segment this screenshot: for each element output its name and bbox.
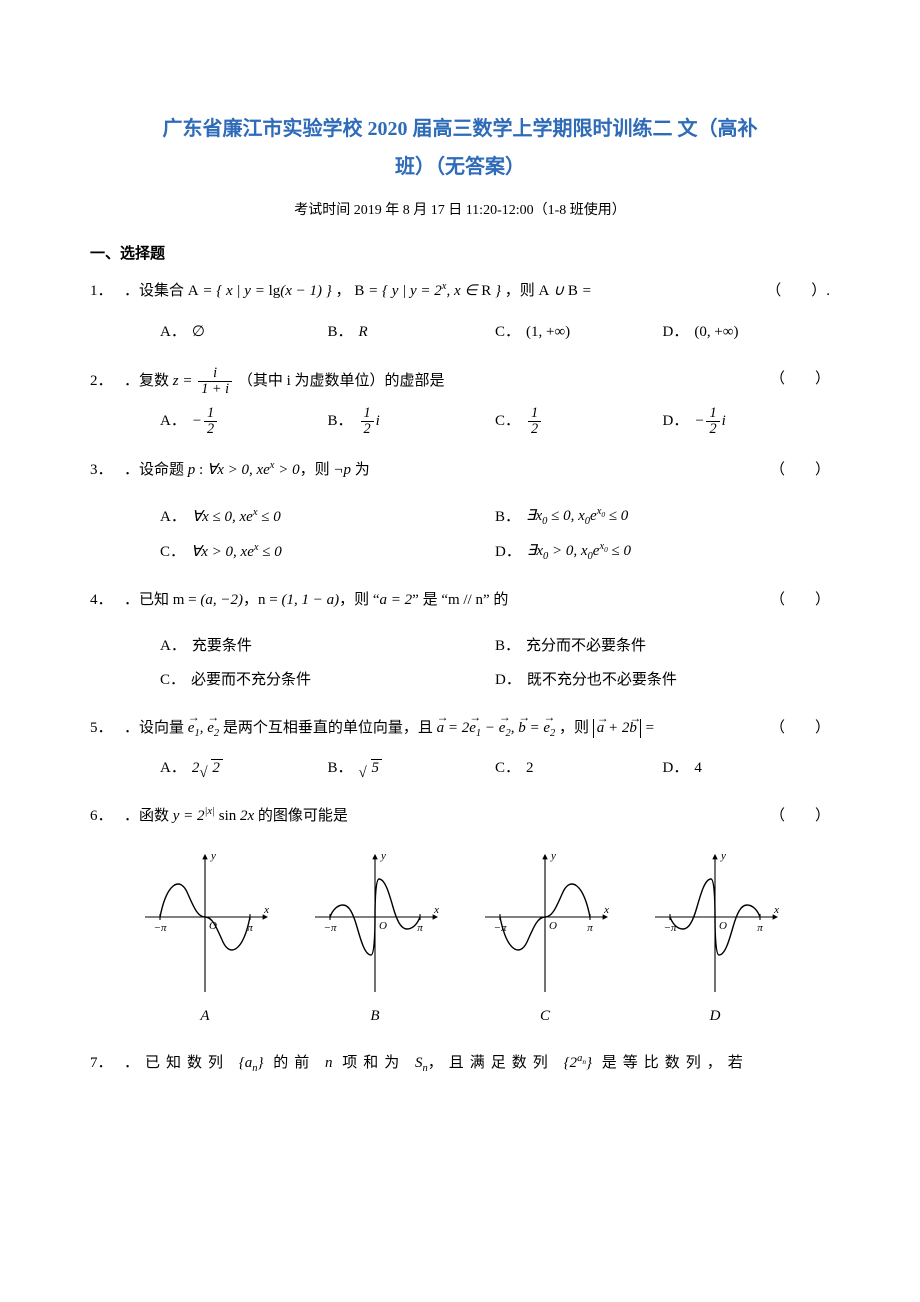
question-text: ．设向量 e1, e2 是两个互相垂直的单位向量，且 a = 2e1 − e2,…	[124, 715, 830, 744]
question-1: 1． ．设集合 A = { x | y = lg(x − 1) } ， B = …	[90, 278, 830, 346]
svg-text:y: y	[720, 850, 726, 862]
option-b: B．12i	[328, 406, 496, 437]
question-text: ．已知数列 {an} 的前 n 项和为 Sn，且满足数列 {2an} 是等比数列…	[124, 1050, 830, 1079]
option-b: B．充分而不必要条件	[495, 633, 830, 661]
question-4: 4． ．已知 m = (a, −2)，n = (1, 1 − a)，则 “a =…	[90, 587, 830, 695]
question-number: 5．	[90, 715, 124, 742]
question-2: 2． ．复数 z = i1 + i （其中 i 为虚数单位）的虚部是 （ ） A…	[90, 366, 830, 437]
option-a: A．充要条件	[160, 633, 495, 661]
option-d: D．(0, +∞)	[663, 318, 831, 346]
svg-text:y: y	[550, 850, 556, 862]
options: A．22 B．5 C．2 D．4	[160, 755, 830, 783]
graph-option-d: y x O −π π D	[640, 847, 790, 1030]
question-text: ．设集合 A = { x | y = lg(x − 1) } ， B = { y…	[124, 278, 830, 305]
graph-label: C	[470, 1003, 620, 1030]
options: A．充要条件 B．充分而不必要条件 C．必要而不充分条件 D．既不充分也不必要条…	[160, 627, 830, 695]
graph-option-b: y x O −π π B	[300, 847, 450, 1030]
graph-label: A	[130, 1003, 280, 1030]
answer-blank: （ ）	[770, 366, 830, 393]
option-c: C．12	[495, 406, 663, 437]
svg-text:x: x	[603, 904, 609, 916]
answer-blank: （ ）	[770, 587, 830, 614]
question-number: 6．	[90, 803, 124, 830]
svg-text:y: y	[380, 850, 386, 862]
option-d: D．∃x0 > 0, x0ex0 ≤ 0	[495, 538, 830, 567]
svg-text:π: π	[587, 922, 593, 934]
option-a: A．22	[160, 755, 328, 783]
answer-blank: （ ）	[770, 457, 830, 484]
svg-text:x: x	[433, 904, 439, 916]
question-number: 4．	[90, 587, 124, 614]
title-line-2: 班）（无答案）	[90, 148, 830, 186]
question-number: 7．	[90, 1050, 124, 1077]
graph-option-c: y x O −π π C	[470, 847, 620, 1030]
page-title: 广东省廉江市实验学校 2020 届高三数学上学期限时训练二 文（高补 班）（无答…	[90, 110, 830, 186]
answer-blank: （ ）	[770, 803, 830, 830]
option-c: C．(1, +∞)	[495, 318, 663, 346]
svg-text:O: O	[209, 920, 217, 932]
graph-label: B	[300, 1003, 450, 1030]
answer-blank: （ ）	[770, 715, 830, 742]
exam-meta: 考试时间 2019 年 8 月 17 日 11:20-12:00（1-8 班使用…	[90, 198, 830, 223]
question-6: 6． ．函数 y = 2|x| sin 2x 的图像可能是 （ ） y x O −π π…	[90, 803, 830, 1030]
svg-text:π: π	[247, 922, 253, 934]
option-d: D．4	[663, 755, 831, 783]
option-d: D．既不充分也不必要条件	[495, 667, 830, 695]
svg-text:y: y	[210, 850, 216, 862]
options: A．∅ B．R C．(1, +∞) D．(0, +∞)	[160, 318, 830, 346]
question-number: 3．	[90, 457, 124, 484]
question-3: 3． ．设命题 p : ∀x > 0, xex > 0，则 ¬p 为 （ ） A…	[90, 457, 830, 567]
graph-options: y x O −π π Ay x O −π π By x O −π π Cy x O −π π D	[130, 847, 790, 1030]
svg-text:−π: −π	[664, 922, 677, 934]
graph-label: D	[640, 1003, 790, 1030]
question-text: ．设命题 p : ∀x > 0, xex > 0，则 ¬p 为	[124, 457, 830, 484]
svg-text:O: O	[379, 920, 387, 932]
svg-text:−π: −π	[154, 922, 167, 934]
option-d: D．−12i	[663, 406, 831, 437]
answer-blank: （ ）.	[766, 278, 830, 305]
question-number: 1．	[90, 278, 124, 305]
option-a: A．∅	[160, 318, 328, 346]
question-text: ．复数 z = i1 + i （其中 i 为虚数单位）的虚部是	[124, 366, 830, 397]
option-b: B．5	[328, 755, 496, 783]
section-heading: 一、选择题	[90, 241, 830, 268]
option-b: B．R	[328, 318, 496, 346]
svg-text:x: x	[773, 904, 779, 916]
svg-text:x: x	[263, 904, 269, 916]
svg-text:−π: −π	[494, 922, 507, 934]
option-a: A．−12	[160, 406, 328, 437]
option-a: A．∀x ≤ 0, xex ≤ 0	[160, 503, 495, 532]
svg-text:π: π	[417, 922, 423, 934]
graph-option-a: y x O −π π A	[130, 847, 280, 1030]
question-7: 7． ．已知数列 {an} 的前 n 项和为 Sn，且满足数列 {2an} 是等…	[90, 1050, 830, 1084]
option-c: C．2	[495, 755, 663, 783]
question-text: ．函数 y = 2|x| sin 2x 的图像可能是	[124, 803, 830, 830]
option-c: C．∀x > 0, xex ≤ 0	[160, 538, 495, 567]
svg-text:O: O	[549, 920, 557, 932]
question-text: ．已知 m = (a, −2)，n = (1, 1 − a)，则 “a = 2”…	[124, 587, 830, 614]
options: A．∀x ≤ 0, xex ≤ 0 B．∃x0 ≤ 0, x0ex0 ≤ 0 C…	[160, 497, 830, 567]
svg-text:π: π	[757, 922, 763, 934]
option-c: C．必要而不充分条件	[160, 667, 495, 695]
svg-text:−π: −π	[324, 922, 337, 934]
question-number: 2．	[90, 368, 124, 395]
option-b: B．∃x0 ≤ 0, x0ex0 ≤ 0	[495, 503, 830, 532]
svg-text:O: O	[719, 920, 727, 932]
question-5: 5． ．设向量 e1, e2 是两个互相垂直的单位向量，且 a = 2e1 − …	[90, 715, 830, 783]
title-line-1: 广东省廉江市实验学校 2020 届高三数学上学期限时训练二 文（高补	[90, 110, 830, 148]
options: A．−12 B．12i C．12 D．−12i	[160, 406, 830, 437]
